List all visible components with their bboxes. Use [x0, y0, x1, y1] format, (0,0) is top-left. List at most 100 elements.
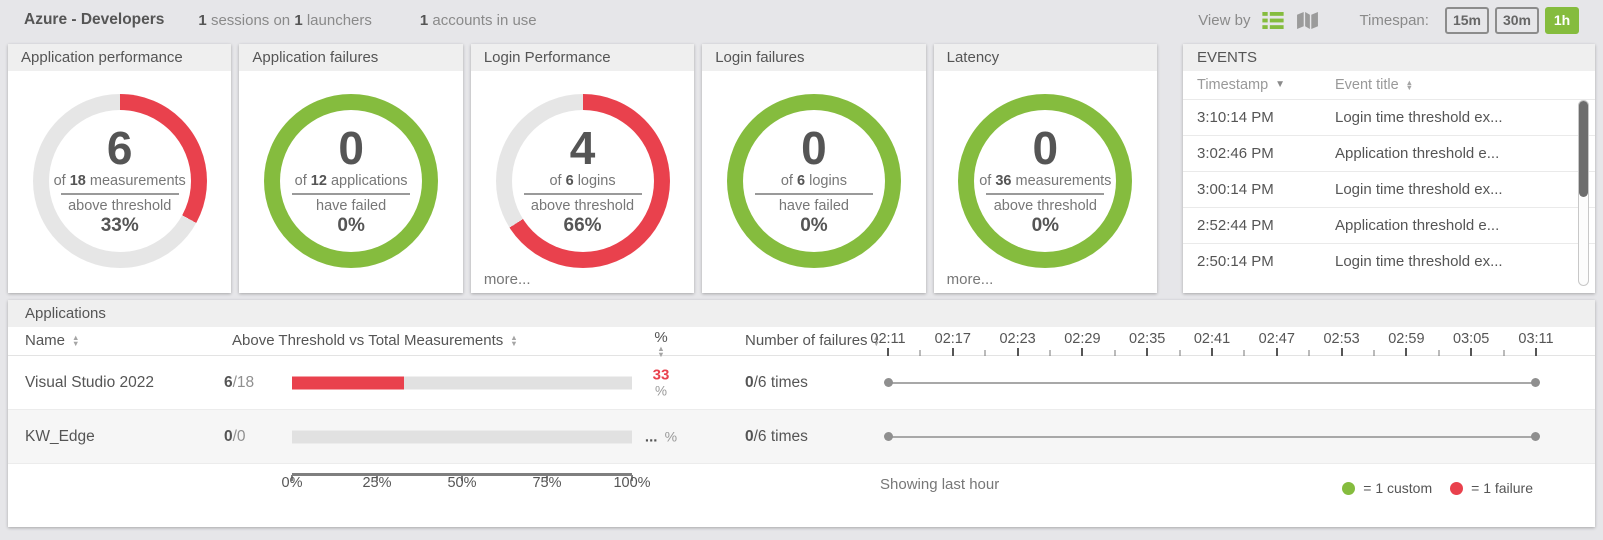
gauge-unit: logins	[577, 173, 616, 189]
of-word: of	[979, 173, 992, 189]
list-view-icon[interactable]	[1262, 11, 1285, 29]
event-row[interactable]: 3:00:14 PM Login time threshold ex...	[1183, 171, 1595, 207]
percent-cell: 33 %	[642, 366, 680, 399]
measurements-column-label: Above Threshold vs Total Measurements	[232, 332, 504, 349]
legend: = 1 custom = 1 failure	[1342, 480, 1533, 496]
event-row[interactable]: 2:50:14 PM Login time threshold ex...	[1183, 243, 1595, 279]
event-timestamp: 2:50:14 PM	[1197, 253, 1274, 270]
gauge-of-line: of 6 logins	[549, 173, 615, 189]
sessions-stat: 1 sessions on 1 launchers	[198, 12, 371, 29]
accounts-label: accounts in use	[432, 11, 537, 29]
map-view-icon[interactable]	[1296, 11, 1319, 30]
above-count: 6	[224, 373, 233, 391]
time-axis-label: 02:35	[1129, 331, 1166, 347]
percent-value: 33	[652, 366, 670, 383]
card-application-performance: Application performance 6 of 18 measurem…	[8, 44, 232, 293]
threshold-bar-fill	[292, 376, 405, 389]
failures-cell: 0/6 times	[745, 428, 808, 446]
sort-measurements-header[interactable]: Above Threshold vs Total Measurements ▲ ▼	[232, 332, 518, 349]
gauge-caption: have failed	[316, 198, 387, 214]
timespan-1h-button[interactable]: 1h	[1545, 6, 1579, 34]
gauge-value: 0	[338, 122, 364, 174]
time-axis-label: 02:47	[1258, 331, 1295, 347]
gauge-percent: 66%	[563, 215, 602, 236]
gauge-total: 18	[69, 173, 86, 189]
gauge-total: 6	[565, 173, 574, 189]
measurements-ratio: 6/18	[224, 374, 254, 392]
time-axis-ticks	[887, 347, 1537, 356]
gauge-of-line: of 36 measurements	[979, 173, 1111, 189]
custom-dot-icon	[1342, 481, 1356, 495]
application-row-visual-studio[interactable]: Visual Studio 2022 6/18 33 % 0/6 times	[8, 356, 1595, 410]
dashboard-title: Azure - Developers	[24, 11, 165, 28]
events-scrollbar-track[interactable]	[1578, 100, 1589, 286]
showing-note: Showing last hour	[880, 476, 1000, 493]
time-axis-label: 02:53	[1323, 331, 1360, 347]
event-timestamp: 2:52:44 PM	[1197, 217, 1274, 234]
view-by-label: View by	[1198, 11, 1251, 29]
event-timestamp: 3:10:14 PM	[1197, 109, 1274, 126]
failures-total: /6 times	[753, 427, 808, 445]
threshold-bar	[292, 376, 632, 389]
event-title-column-label: Event title	[1335, 77, 1399, 93]
event-title: Login time threshold ex...	[1335, 181, 1503, 198]
percent-value: ...	[644, 428, 658, 445]
card-application-failures: Application failures 0 of 12 application…	[239, 44, 463, 293]
failures-cell: 0/6 times	[745, 374, 808, 392]
gauge-of-line: of 18 measurements	[54, 173, 186, 189]
more-link[interactable]: more...	[946, 271, 994, 288]
gauge-percent: 0%	[800, 215, 828, 236]
failures-column-label: Number of failures	[745, 332, 868, 349]
gauge-of-line: of 12 applications	[295, 173, 408, 189]
of-word: of	[780, 173, 793, 189]
percent-axis-label: 75%	[532, 475, 562, 491]
above-count: 0	[224, 427, 233, 445]
top-bar: Azure - Developers 1 sessions on 1 launc…	[0, 0, 1603, 40]
divider	[292, 193, 411, 195]
gauge-value: 6	[106, 122, 133, 174]
events-scrollbar-thumb[interactable]	[1579, 101, 1588, 197]
sort-desc-icon: ▼	[1275, 79, 1286, 90]
legend-failure: = 1 failure	[1450, 480, 1533, 496]
card-title: Latency	[946, 49, 1000, 66]
gauge-unit: logins	[809, 173, 847, 189]
legend-custom-label: = 1 custom	[1363, 480, 1433, 496]
gauge-total: 36	[995, 173, 1012, 189]
sort-name-header[interactable]: Name ▲ ▼	[25, 332, 79, 349]
percent-cell: ... %	[642, 428, 680, 445]
percent-axis-label: 25%	[362, 475, 392, 491]
timespan-15m-button[interactable]: 15m	[1444, 6, 1489, 34]
gauge-caption: above threshold	[530, 198, 635, 214]
time-axis-label: 03:11	[1518, 331, 1554, 347]
timestamp-column-label: Timestamp	[1197, 77, 1269, 93]
time-axis-label: 02:29	[1064, 331, 1101, 347]
name-column-label: Name	[25, 332, 66, 349]
event-timestamp: 3:02:46 PM	[1197, 145, 1274, 162]
event-row[interactable]: 3:10:14 PM Login time threshold ex...	[1183, 99, 1595, 135]
total-count: /0	[232, 427, 246, 445]
failures-count: 0	[745, 427, 754, 445]
percent-axis-label: 50%	[447, 475, 477, 491]
events-sort-title[interactable]: Event title ▲ ▼	[1335, 77, 1413, 93]
timespan-30m-button[interactable]: 30m	[1494, 6, 1539, 34]
donut-login-failures: 0 of 6 logins have failed 0%	[726, 94, 901, 268]
percent-unit: %	[654, 383, 667, 398]
event-timeline	[884, 378, 1540, 387]
events-sort-timestamp[interactable]: Timestamp ▼	[1183, 77, 1335, 93]
event-row[interactable]: 2:52:44 PM Application threshold e...	[1183, 207, 1595, 243]
launchers-label: launchers	[306, 11, 372, 29]
application-row-kw-edge[interactable]: KW_Edge 0/0 ... % 0/6 times	[8, 410, 1595, 464]
event-row[interactable]: 3:02:46 PM Application threshold e...	[1183, 135, 1595, 171]
card-login-performance: Login Performance 4 of 6 logins above th…	[470, 44, 695, 293]
gauge-percent: 0%	[1031, 215, 1060, 236]
divider	[986, 193, 1105, 195]
time-axis-label: 02:17	[934, 331, 971, 347]
gauge-value: 0	[801, 122, 827, 174]
sort-percent-header[interactable]: % ▲ ▼	[646, 329, 676, 357]
sort-failures-header[interactable]: Number of failures ▲ ▼	[745, 332, 880, 349]
time-axis-label: 03:05	[1453, 331, 1490, 347]
percent-axis-label: 100%	[613, 475, 651, 491]
total-count: /18	[232, 373, 255, 391]
more-link[interactable]: more...	[483, 271, 531, 288]
